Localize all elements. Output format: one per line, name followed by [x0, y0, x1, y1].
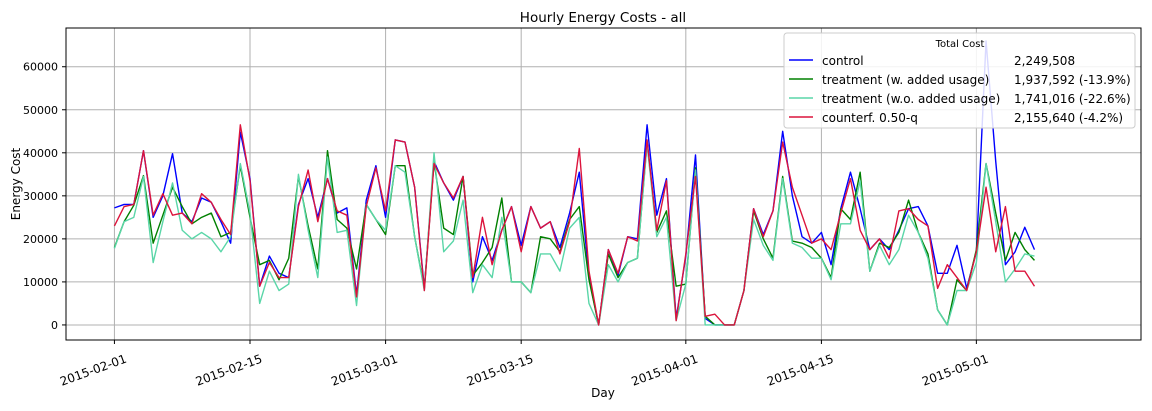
x-tick-label: 2015-03-15 [465, 352, 535, 389]
x-axis-ticks: 2015-02-01 2015-02-15 2015-03-01 2015-03-15… [58, 340, 990, 389]
legend-box [783, 32, 1136, 129]
y-tick-label: 30000 [23, 190, 58, 203]
y-axis-label: Energy Cost [9, 147, 23, 220]
y-tick-label: 50000 [23, 104, 58, 117]
y-tick-label: 0 [51, 319, 58, 332]
y-tick-label: 60000 [23, 61, 58, 74]
legend-title: Total Cost [935, 39, 985, 50]
series-line-3 [113, 143, 1035, 326]
x-tick-label: 2015-02-15 [194, 352, 264, 389]
legend-label: treatment (w. added usage) [822, 73, 989, 87]
x-tick-label: 2015-04-15 [765, 352, 835, 389]
x-tick-label: 2015-04-01 [630, 352, 700, 389]
legend-value: 2,155,640 (-4.2%) [1014, 111, 1123, 125]
x-axis-label: Day [591, 386, 615, 400]
grid [66, 28, 1141, 340]
legend-entries: control 2,249,508 treatment (w. added usag… [789, 54, 1131, 125]
series-layer [113, 40, 1036, 326]
legend-value: 1,741,016 (-22.6%) [1014, 92, 1131, 106]
legend-label: counterf. 0.50-q [822, 111, 918, 125]
x-tick-label: 2015-03-01 [329, 352, 399, 389]
series-line-4 [113, 124, 1036, 326]
chart-title: Hourly Energy Costs - all [520, 10, 686, 26]
y-tick-label: 10000 [23, 276, 58, 289]
legend: Total Cost control 2,249,508 treatment (w.… [783, 32, 1136, 129]
x-tick-label: 2015-05-01 [920, 352, 990, 389]
legend-value: 1,937,592 (-13.9%) [1014, 73, 1131, 87]
plot-frame [65, 27, 1142, 341]
legend-label: control [822, 54, 864, 68]
legend-label: treatment (w.o. added usage) [822, 92, 1000, 106]
legend-value: 2,249,508 [1014, 54, 1075, 68]
y-tick-label: 20000 [23, 233, 58, 246]
series-line-2 [113, 141, 1035, 326]
y-axis-ticks: 0 10000 20000 30000 40000 50000 60000 [23, 61, 66, 332]
y-tick-label: 40000 [23, 147, 58, 160]
x-tick-label: 2015-02-01 [58, 352, 128, 389]
